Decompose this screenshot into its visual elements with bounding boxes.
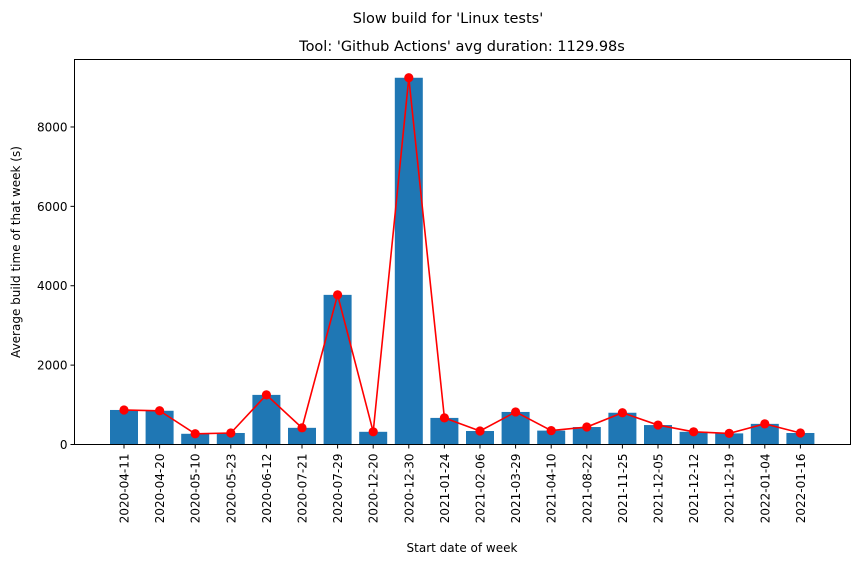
line-point [261, 390, 271, 400]
x-tick-label: 2022-01-16 [794, 454, 808, 524]
bar [715, 433, 744, 445]
line-point [119, 405, 129, 415]
line-point [404, 73, 414, 83]
bar [679, 431, 708, 445]
bar [323, 294, 352, 445]
line-point [617, 408, 628, 418]
x-tick-label: 2021-11-25 [616, 454, 630, 524]
x-tick-label: 2021-12-05 [652, 454, 666, 524]
y-tick-label: 8000 [37, 120, 68, 134]
x-tick-label: 2020-05-10 [189, 454, 203, 524]
line-point [724, 428, 734, 438]
x-tick-label: 2021-02-06 [474, 454, 488, 524]
x-tick-label: 2021-03-29 [509, 454, 523, 524]
bar [572, 427, 601, 445]
bar [608, 412, 637, 445]
x-tick-label: 2021-01-24 [438, 454, 452, 524]
y-tick-label: 4000 [37, 279, 68, 293]
bar [750, 423, 779, 445]
x-tick-label: 2021-08-22 [580, 454, 594, 524]
line-point [226, 428, 236, 438]
line-series [119, 73, 806, 439]
x-axis-label: Start date of week [407, 541, 518, 555]
bar [181, 433, 210, 445]
line-point [333, 290, 343, 300]
bar [110, 409, 138, 445]
bar [644, 425, 672, 445]
y-tick-label: 6000 [37, 200, 68, 214]
line-point [689, 427, 699, 437]
line-point [510, 407, 521, 417]
x-tick-label: 2021-12-12 [687, 454, 701, 524]
bar [288, 427, 316, 445]
bar [786, 432, 815, 445]
line-point [190, 429, 200, 439]
line-point [439, 413, 449, 423]
series-line [123, 77, 801, 435]
bar [359, 431, 388, 445]
x-tick-label: 2022-01-04 [758, 454, 772, 524]
x-tick-label: 2020-06-12 [260, 454, 274, 524]
y-tick-label: 2000 [37, 359, 68, 373]
line-point [546, 426, 556, 436]
x-tick-label: 2021-04-10 [545, 454, 559, 524]
x-tick-label: 2021-12-19 [723, 454, 737, 524]
bar [252, 394, 281, 445]
x-tick-label: 2020-12-30 [402, 454, 416, 524]
bar-series [110, 77, 815, 445]
y-axis-label: Average build time of that week (s) [9, 146, 23, 358]
line-point [582, 422, 592, 432]
x-tick-label: 2020-05-23 [224, 454, 238, 524]
bar [394, 77, 423, 445]
line-point [297, 423, 307, 433]
x-tick-label: 2020-04-20 [153, 454, 167, 524]
line-point [475, 426, 485, 436]
x-tick-label: 2020-04-11 [118, 454, 132, 524]
chart-title: Tool: 'Github Actions' avg duration: 112… [298, 39, 625, 55]
line-point [760, 419, 770, 429]
bar [145, 410, 174, 445]
bar [466, 431, 494, 445]
line-point [653, 420, 663, 430]
bar [216, 432, 245, 445]
line-point [368, 427, 378, 437]
x-tick-label: 2020-07-21 [296, 454, 310, 524]
line-point [155, 406, 165, 416]
bar [537, 430, 566, 445]
x-tick-label: 2020-07-29 [331, 454, 345, 524]
chart-suptitle: Slow build for 'Linux tests' [353, 11, 543, 27]
x-axis: 2020-04-11 2020-04-20 2020-05-10 2020-05-23… [118, 444, 808, 524]
y-tick-label: 0 [60, 438, 68, 452]
y-axis: 0 2000 4000 6000 8000 [37, 120, 75, 452]
x-tick-label: 2020-12-20 [367, 454, 381, 524]
plot-frame [74, 59, 851, 445]
line-point [795, 428, 806, 438]
